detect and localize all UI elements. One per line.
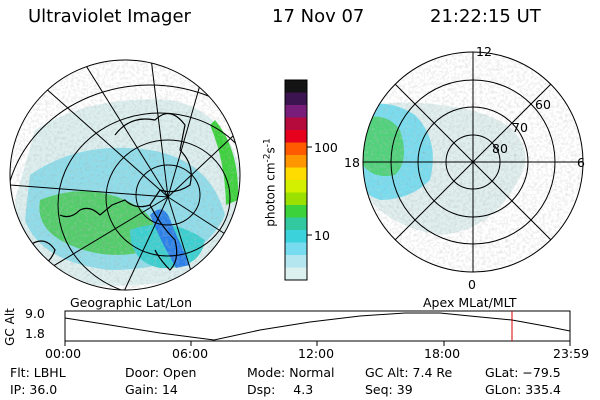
colorbar-cell xyxy=(285,192,307,206)
mlat-label-60: 60 xyxy=(535,97,551,112)
colorbar-cell xyxy=(285,205,307,218)
colorbar-cell xyxy=(285,267,307,281)
geo-caption: Geographic Lat/Lon xyxy=(70,295,192,310)
colorbar-tick-100: 100 xyxy=(314,140,338,155)
status-seq: Seq: 39 xyxy=(365,382,413,397)
altitude-tick-high: 9.0 xyxy=(25,306,45,321)
colorbar-cell xyxy=(285,155,307,168)
status-glon: GLon: 335.4 xyxy=(485,382,561,397)
mlat-label-70: 70 xyxy=(512,120,528,135)
status-gain: Gain: 14 xyxy=(125,382,178,397)
time-tick-0600: 06:00 xyxy=(172,346,209,361)
colorbar-cell xyxy=(285,142,307,156)
mlt-label-6: 6 xyxy=(577,155,585,170)
instrument-title: Ultraviolet Imager xyxy=(28,6,191,27)
mlt-label-12: 12 xyxy=(476,44,492,59)
mlt-label-0: 0 xyxy=(468,277,476,292)
colorbar-cell xyxy=(285,242,307,256)
status-dsp: Dsp: 4.3 xyxy=(247,382,314,397)
colorbar-cell xyxy=(285,180,307,193)
altitude-tick-low: 1.8 xyxy=(25,326,45,341)
status-ip: IP: 36.0 xyxy=(10,382,58,397)
time-label: 21:22:15 UT xyxy=(430,6,541,27)
status-mode: Mode: Normal xyxy=(247,365,335,380)
colorbar-cell xyxy=(285,217,307,231)
colorbar-cell xyxy=(285,80,307,93)
colorbar-cell xyxy=(285,255,307,268)
colorbar-cell xyxy=(285,92,307,106)
date-label: 17 Nov 07 xyxy=(272,6,365,27)
status-glat: GLat: −79.5 xyxy=(485,365,561,380)
status-door: Door: Open xyxy=(125,365,197,380)
altitude-plot xyxy=(64,310,571,346)
time-tick-1800: 18:00 xyxy=(424,346,461,361)
status-gc-alt: GC Alt: 7.4 Re xyxy=(365,365,453,380)
colorbar-unit-label: photon cm-2s-1 xyxy=(262,138,278,227)
time-tick-2359: 23:59 xyxy=(553,346,590,361)
geographic-map xyxy=(9,59,241,291)
time-tick-1200: 12:00 xyxy=(298,346,335,361)
colorbar-cell xyxy=(285,105,307,118)
colorbar-tick-10: 10 xyxy=(314,228,330,243)
colorbar-cell xyxy=(285,130,307,143)
colorbar-cell xyxy=(285,230,307,243)
status-filter: Flt: LBHL xyxy=(10,365,66,380)
polar-caption: Apex MLat/MLT xyxy=(423,295,517,310)
altitude-axis-label: GC Alt xyxy=(2,308,17,346)
time-tick-0000: 00:00 xyxy=(45,346,82,361)
colorbar-cell xyxy=(285,167,307,181)
colorbar-cell xyxy=(285,117,307,131)
polar-plot xyxy=(362,51,584,273)
colorbar xyxy=(284,79,312,281)
mlat-label-80: 80 xyxy=(492,141,508,156)
mlt-label-18: 18 xyxy=(344,155,360,170)
